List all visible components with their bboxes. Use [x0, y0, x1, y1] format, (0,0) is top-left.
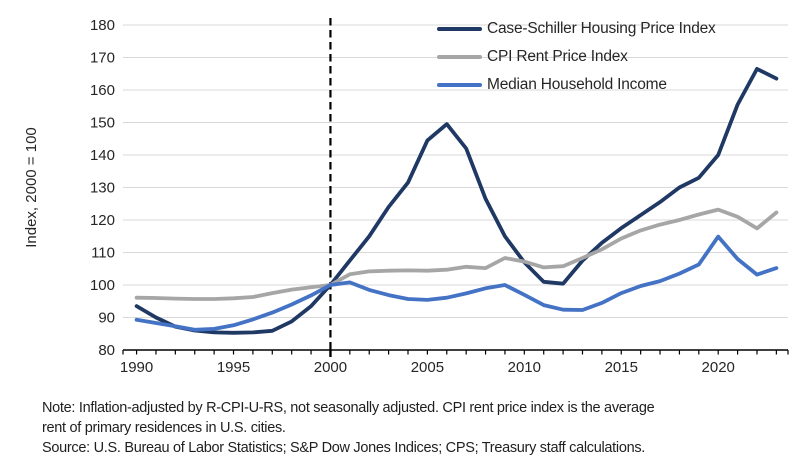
x-axis-tick-label: 1995 [217, 359, 250, 376]
note-line-1: Note: Inflation-adjusted by R-CPI-U-RS, … [42, 400, 655, 416]
legend-label-case-schiller: Case-Schiller Housing Price Index [487, 20, 716, 37]
legend-item-median-income: Median Household Income [437, 71, 716, 99]
x-axis-tick-label: 2015 [605, 359, 638, 376]
case-schiller-line-swatch [437, 26, 482, 32]
y-axis-tick-label: 140 [90, 147, 115, 164]
y-axis-tick-label: 130 [90, 180, 115, 197]
y-axis-tick-label: 160 [90, 82, 115, 99]
x-axis-tick-label: 2000 [314, 359, 347, 376]
y-axis-tick-label: 110 [91, 245, 115, 262]
y-axis-tick-label: 180 [90, 17, 115, 34]
line-chart: 80 90 100 110 120 130 140 150 160 170 180 Index, 20… [23, 17, 789, 376]
y-axis-tick-label: 150 [90, 115, 115, 132]
chart-legend: Case-Schiller Housing Price Index CPI Re… [437, 15, 716, 99]
x-axis-tick-label: 2020 [702, 359, 735, 376]
y-axis-tick-label: 80 [98, 342, 115, 359]
y-axis-tick-label: 170 [90, 50, 115, 67]
legend-label-cpi-rent: CPI Rent Price Index [487, 48, 628, 65]
series-line-case-schiller [134, 67, 779, 335]
chart-footnotes: Note: Inflation-adjusted by R-CPI-U-RS, … [42, 398, 790, 458]
legend-item-cpi-rent: CPI Rent Price Index [437, 43, 716, 71]
y-axis-tick-label: 90 [98, 310, 115, 327]
x-axis-tick-label: 2005 [411, 359, 444, 376]
y-axis-title: Index, 2000 = 100 [23, 127, 40, 248]
cpi-rent-line-swatch [437, 54, 482, 60]
median-income-line-swatch [437, 82, 482, 88]
note-line-2: rent of primary residences in U.S. citie… [42, 420, 286, 436]
y-axis-tick-label: 120 [90, 212, 115, 229]
series-line-median-income [134, 234, 779, 332]
x-axis-tick-label: 2010 [508, 359, 541, 376]
series-line-cpi-rent [134, 207, 779, 301]
x-axis-tick-label: 1990 [120, 359, 153, 376]
source-line: Source: U.S. Bureau of Labor Statistics;… [42, 440, 646, 456]
y-axis-tick-label: 100 [90, 277, 115, 294]
legend-label-median-income: Median Household Income [487, 76, 667, 93]
legend-item-case-schiller: Case-Schiller Housing Price Index [437, 15, 716, 43]
